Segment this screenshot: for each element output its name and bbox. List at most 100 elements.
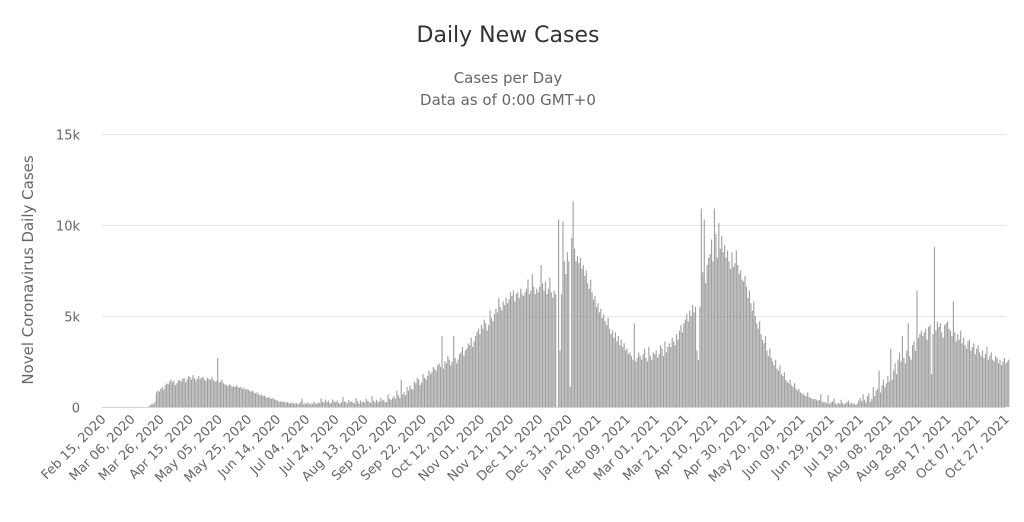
bar-2020-12-15[interactable] xyxy=(544,281,547,407)
bar-2021-07-15[interactable] xyxy=(853,403,855,407)
bar-2021-10-17[interactable] xyxy=(990,352,992,407)
bar-2020-03-30[interactable] xyxy=(166,383,168,407)
bar-2020-07-28[interactable] xyxy=(340,402,343,407)
bar-2020-12-29[interactable] xyxy=(565,274,567,407)
bar-2020-08-23[interactable] xyxy=(378,401,380,407)
bar-2021-09-01[interactable] xyxy=(923,332,925,407)
bar-2021-08-28[interactable] xyxy=(917,337,919,407)
bar-2021-08-17[interactable] xyxy=(901,336,903,407)
bar-2020-05-12[interactable] xyxy=(228,384,230,407)
bar-2021-08-04[interactable] xyxy=(882,379,885,407)
bar-2020-08-11[interactable] xyxy=(361,402,363,407)
bar-2020-12-20[interactable] xyxy=(552,297,554,407)
bar-2021-07-29[interactable] xyxy=(874,396,876,407)
bar-2021-10-27[interactable] xyxy=(1005,363,1007,407)
bar-2020-12-27[interactable] xyxy=(562,221,564,407)
bar-2020-07-15[interactable] xyxy=(321,401,324,407)
bar-2021-06-22[interactable] xyxy=(820,394,822,407)
bar-2021-02-19[interactable] xyxy=(641,359,643,407)
bar-2021-09-11[interactable] xyxy=(938,326,940,407)
bar-2020-06-15[interactable] xyxy=(278,401,280,407)
bar-2021-03-27[interactable] xyxy=(693,312,695,407)
bar-2020-04-06[interactable] xyxy=(176,383,178,407)
bar-2020-10-11[interactable] xyxy=(450,365,452,407)
bar-2021-10-20[interactable] xyxy=(995,356,997,407)
bar-2020-12-09[interactable] xyxy=(536,288,538,407)
bar-2021-05-12[interactable] xyxy=(760,334,762,407)
bar-2021-02-13[interactable] xyxy=(632,359,634,407)
bar-2020-10-03[interactable] xyxy=(438,363,440,407)
bar-2021-07-17[interactable] xyxy=(856,403,858,407)
bar-2020-07-23[interactable] xyxy=(333,401,335,407)
bar-2020-12-22[interactable] xyxy=(555,294,557,407)
bar-2021-02-15[interactable] xyxy=(635,361,637,408)
bar-2020-08-05[interactable] xyxy=(352,402,354,407)
bar-2021-01-28[interactable] xyxy=(609,328,611,407)
bar-2020-03-27[interactable] xyxy=(161,386,163,407)
bar-2021-05-16[interactable] xyxy=(766,350,768,407)
bar-2020-12-28[interactable] xyxy=(563,261,565,407)
bar-2021-06-23[interactable] xyxy=(821,401,823,407)
bar-2020-11-22[interactable] xyxy=(511,295,513,407)
bar-2021-09-16[interactable] xyxy=(945,323,947,407)
bar-2021-10-14[interactable] xyxy=(986,346,988,407)
bar-2021-06-04[interactable] xyxy=(794,383,796,407)
bar-2020-07-04[interactable] xyxy=(305,403,308,407)
bar-2021-01-29[interactable] xyxy=(610,334,612,407)
bar-2020-12-03[interactable] xyxy=(527,279,529,407)
bar-2020-06-27[interactable] xyxy=(295,402,297,407)
bar-2021-02-18[interactable] xyxy=(639,356,641,407)
bar-2021-05-08[interactable] xyxy=(754,316,756,407)
bar-2020-04-18[interactable] xyxy=(193,377,195,407)
bar-2020-07-09[interactable] xyxy=(313,401,315,407)
bar-2020-04-25[interactable] xyxy=(203,379,206,407)
bar-2021-04-02[interactable] xyxy=(702,272,704,407)
bar-2020-09-14[interactable] xyxy=(410,388,412,407)
bar-2020-08-04[interactable] xyxy=(351,401,353,407)
bar-2021-09-23[interactable] xyxy=(955,341,957,407)
bar-2021-03-14[interactable] xyxy=(674,345,676,407)
bar-2021-03-25[interactable] xyxy=(690,316,692,407)
bar-2020-06-24[interactable] xyxy=(291,402,293,407)
bar-2020-11-20[interactable] xyxy=(508,299,510,407)
bar-2020-06-25[interactable] xyxy=(292,403,294,407)
bar-2021-03-04[interactable] xyxy=(659,345,662,407)
bar-2021-03-29[interactable] xyxy=(696,350,698,407)
bar-2021-04-24[interactable] xyxy=(734,263,736,407)
bar-2020-09-25[interactable] xyxy=(426,376,429,407)
bar-2021-06-12[interactable] xyxy=(805,396,807,407)
bar-2020-12-16[interactable] xyxy=(546,294,548,407)
bar-2021-05-11[interactable] xyxy=(759,321,761,407)
bar-2021-08-14[interactable] xyxy=(897,359,899,407)
bar-2021-04-12[interactable] xyxy=(716,257,718,407)
bar-2020-10-01[interactable] xyxy=(435,370,437,407)
bar-2021-01-06[interactable] xyxy=(576,255,579,407)
bar-2020-12-21[interactable] xyxy=(553,290,555,407)
bar-2020-05-04[interactable] xyxy=(217,357,219,407)
bar-2020-12-04[interactable] xyxy=(528,294,531,407)
bar-2020-05-05[interactable] xyxy=(218,382,220,407)
bar-2021-01-25[interactable] xyxy=(604,321,606,407)
bar-2021-08-11[interactable] xyxy=(893,370,895,407)
bar-2020-04-21[interactable] xyxy=(198,376,200,407)
bar-2021-07-20[interactable] xyxy=(861,401,863,407)
bar-2021-05-07[interactable] xyxy=(753,301,755,407)
bar-2021-04-17[interactable] xyxy=(724,245,726,407)
bar-2021-03-26[interactable] xyxy=(692,305,694,407)
bar-2020-11-11[interactable] xyxy=(495,308,497,407)
bar-2020-11-30[interactable] xyxy=(523,295,525,407)
bar-2020-12-01[interactable] xyxy=(524,292,526,407)
bar-2021-08-05[interactable] xyxy=(884,386,886,407)
bar-2021-06-06[interactable] xyxy=(796,390,799,407)
bar-2020-11-29[interactable] xyxy=(521,294,523,407)
bar-2020-06-13[interactable] xyxy=(275,400,277,407)
bar-2021-01-22[interactable] xyxy=(600,308,602,407)
bar-2020-11-06[interactable] xyxy=(488,325,490,407)
bar-2021-04-21[interactable] xyxy=(729,268,732,407)
bar-2020-06-26[interactable] xyxy=(294,403,296,407)
bar-2020-10-21[interactable] xyxy=(464,350,466,407)
bar-2020-07-08[interactable] xyxy=(311,403,313,407)
bar-2020-08-24[interactable] xyxy=(380,397,382,407)
bar-2021-08-13[interactable] xyxy=(896,374,898,407)
bar-2021-01-02[interactable] xyxy=(571,237,573,407)
